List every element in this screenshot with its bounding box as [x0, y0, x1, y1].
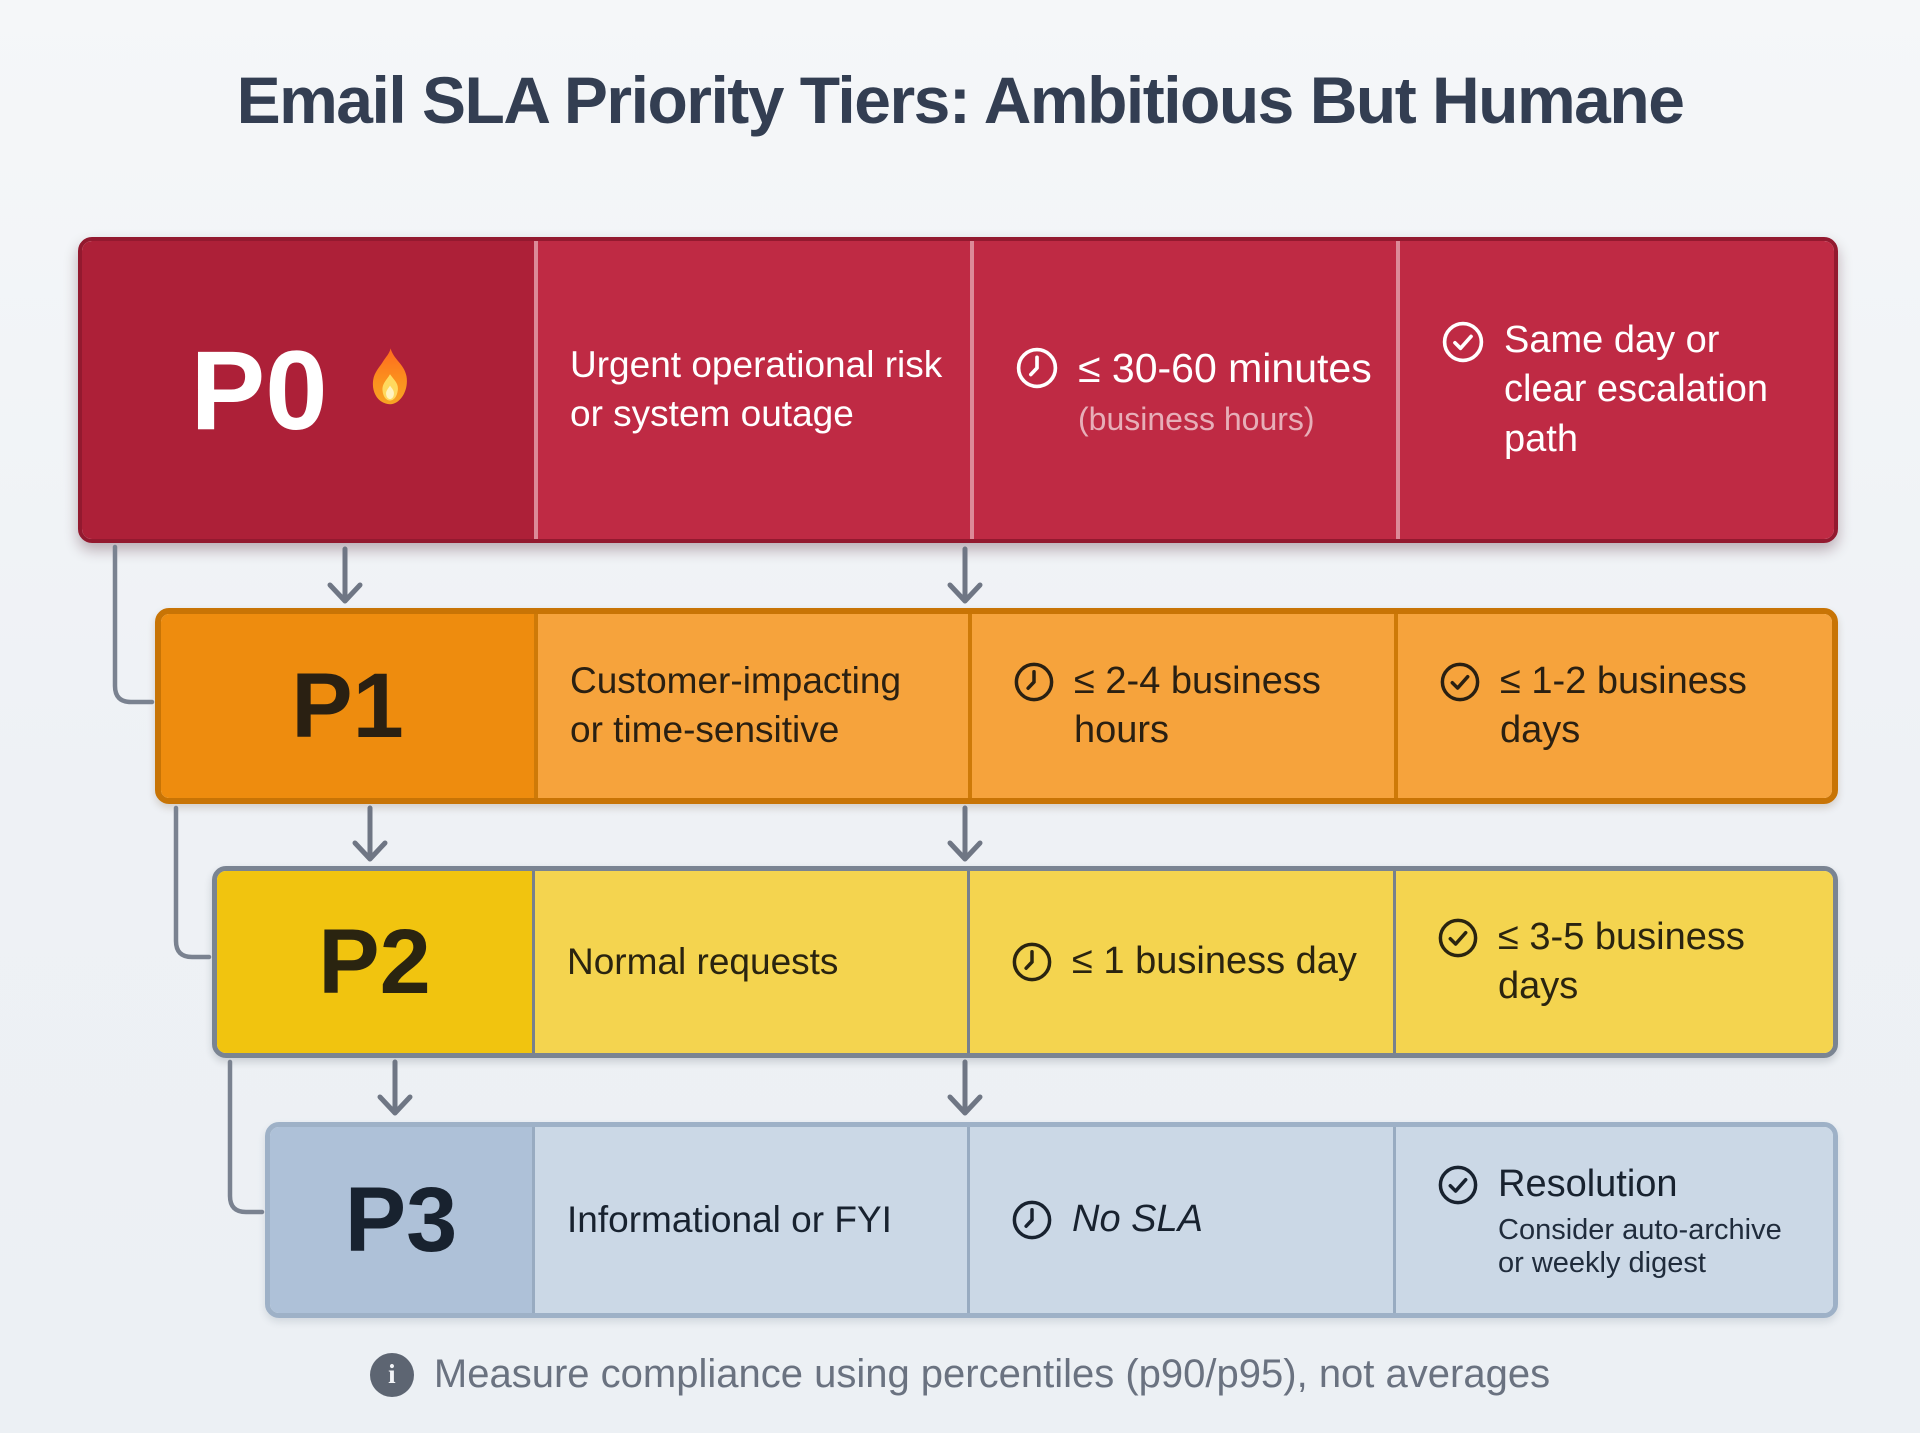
tier-p2-resolution-cell: ≤ 3-5 business days: [1393, 871, 1833, 1053]
tier-p3-label-cell: P3: [270, 1127, 532, 1313]
tier-p0-description: Urgent operational risk or system outage: [570, 344, 943, 434]
tier-p2-resolution: ≤ 3-5 business days: [1498, 915, 1745, 1007]
elbow-p1-p2: [173, 805, 212, 960]
clock-icon: [1012, 660, 1056, 704]
tier-p2-response-cell: ≤ 1 business day: [967, 871, 1393, 1053]
tier-p3-description: Informational or FYI: [567, 1198, 892, 1240]
arrow-p1-p2-left: [352, 805, 388, 862]
tier-p3-resolution-note: Consider auto-archive or weekly digest: [1498, 1213, 1782, 1279]
tier-p0-resolution-cell: Same day or clear escalation path: [1396, 241, 1834, 539]
elbow-p0-p1: [112, 544, 155, 705]
tier-p2-label: P2: [318, 910, 431, 1013]
tier-p3-resolution-cell: Resolution Consider auto-archive or week…: [1393, 1127, 1833, 1313]
tier-p3-resolution: Resolution: [1498, 1163, 1678, 1206]
tier-p0-label-cell: P0: [82, 241, 534, 539]
tier-p0-resolution: Same day or clear escalation path: [1504, 318, 1769, 460]
tier-p1-response: ≤ 2-4 business hours: [1074, 659, 1321, 751]
tier-row-p3: P3 Informational or FYI No SLA: [265, 1122, 1838, 1318]
tier-p3-response-cell: No SLA: [967, 1127, 1393, 1313]
arrow-p0-p1-mid: [947, 546, 983, 604]
tier-p2-label-cell: P2: [217, 871, 532, 1053]
check-circle-icon: [1436, 1163, 1480, 1207]
tier-row-p1: P1 Customer-impacting or time-sensitive …: [155, 608, 1838, 804]
elbow-p2-p3: [227, 1059, 265, 1215]
tier-p2-description: Normal requests: [567, 940, 839, 982]
clock-icon: [1010, 940, 1054, 984]
tier-p1-resolution: ≤ 1-2 business days: [1500, 659, 1747, 751]
fire-icon: [354, 346, 426, 435]
info-icon: i: [369, 1352, 414, 1397]
footer-note: i Measure compliance using percentiles (…: [0, 1352, 1920, 1397]
arrow-p2-p3-left: [377, 1059, 413, 1116]
tier-p3-response: No SLA: [1072, 1198, 1203, 1241]
clock-icon: [1010, 1198, 1054, 1242]
tier-p1-label-cell: P1: [161, 614, 534, 798]
tier-p1-description-cell: Customer-impacting or time-sensitive: [534, 614, 968, 798]
tier-p1-description: Customer-impacting or time-sensitive: [570, 660, 902, 750]
tier-p0-response: ≤ 30-60 minutes: [1078, 344, 1372, 391]
tier-p3-label: P3: [344, 1168, 458, 1271]
check-circle-icon: [1438, 660, 1482, 704]
check-circle-icon: [1436, 916, 1480, 960]
tier-row-p0: P0 Urgent operational risk or system out…: [78, 237, 1838, 543]
tier-p1-response-cell: ≤ 2-4 business hours: [968, 614, 1394, 798]
tier-p2-response: ≤ 1 business day: [1072, 940, 1357, 983]
footer-text: Measure compliance using percentiles (p9…: [433, 1352, 1551, 1396]
tier-p0-response-cell: ≤ 30-60 minutes (business hours): [970, 241, 1396, 539]
tier-p1-resolution-cell: ≤ 1-2 business days: [1394, 614, 1832, 798]
arrow-p1-p2-mid: [947, 805, 983, 862]
arrow-p2-p3-mid: [947, 1059, 983, 1116]
tier-p0-response-note: (business hours): [1078, 401, 1315, 438]
page-title: Email SLA Priority Tiers: Ambitious But …: [236, 63, 1685, 137]
arrow-p0-p1-left: [327, 546, 363, 604]
tier-row-p2: P2 Normal requests ≤ 1 business day: [212, 866, 1838, 1058]
tier-p3-description-cell: Informational or FYI: [532, 1127, 967, 1313]
tier-p0-label: P0: [190, 327, 328, 453]
tier-p2-description-cell: Normal requests: [532, 871, 967, 1053]
clock-icon: [1014, 345, 1060, 391]
tier-p0-description-cell: Urgent operational risk or system outage: [534, 241, 970, 539]
check-circle-icon: [1440, 319, 1486, 365]
tier-p1-label: P1: [291, 654, 404, 757]
